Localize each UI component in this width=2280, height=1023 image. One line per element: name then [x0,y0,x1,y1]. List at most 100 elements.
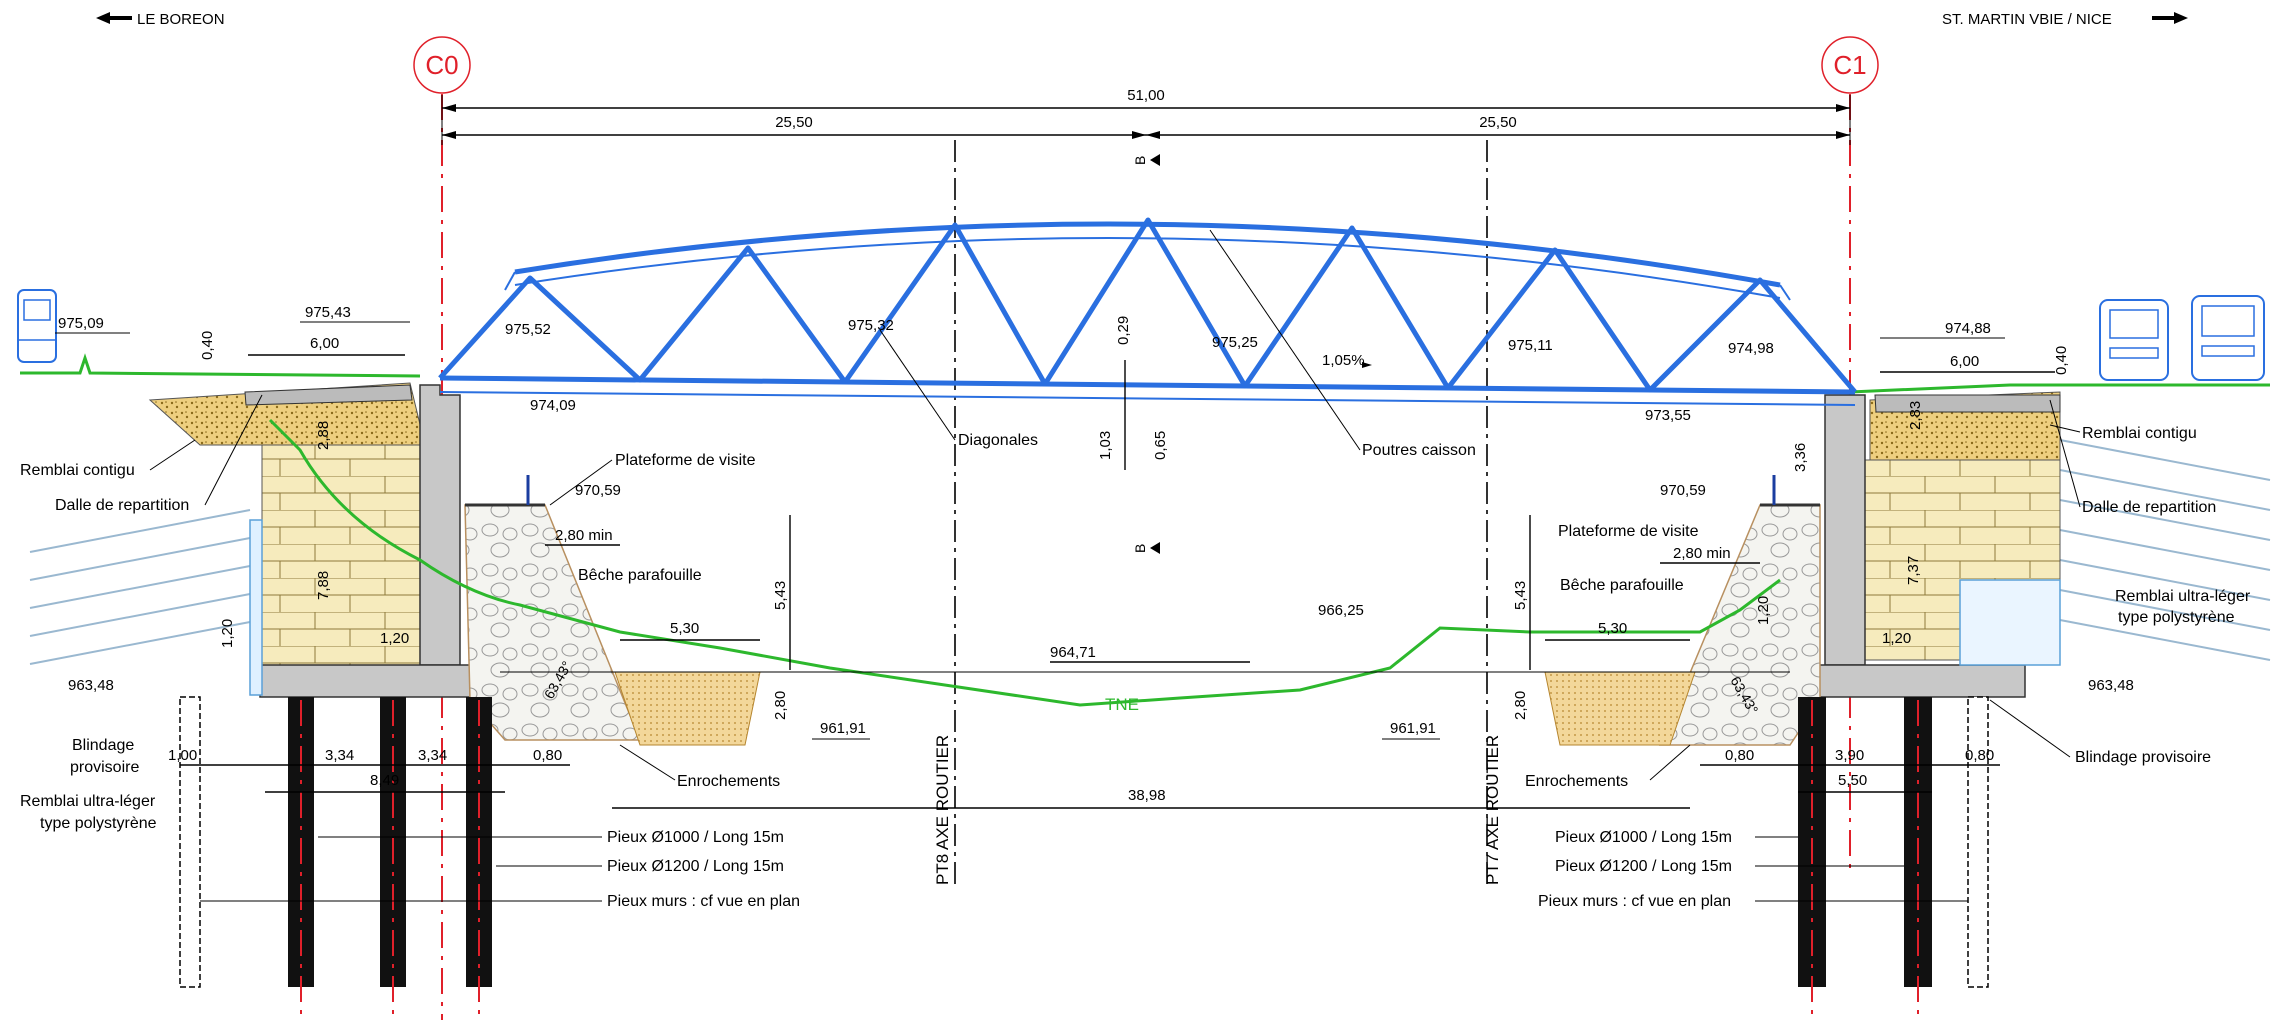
label-pieux1200-right: Pieux Ø1200 / Long 15m [1555,858,1732,875]
level-970-59-right: 970,59 [1660,482,1706,499]
pile-left-wall [179,696,201,988]
level-964-71: 964,71 [1050,644,1096,661]
brick-wall-left [261,444,431,666]
truss-deck-line [439,391,1856,406]
span-dimensions: 51,00 25,50 25,50 [441,87,1851,145]
dim-5-30-left: 5,30 [670,620,699,637]
section-mark-top: B [1132,154,1160,166]
tne-label: TNE [1105,695,1139,714]
label-remblai-contigu-right: Remblai contigu [2082,425,2197,442]
pt8-label: PT8 AXE ROUTIER [933,735,952,885]
truss-end-right [1779,284,1791,301]
dim-0-80-right-a: 0,80 [1725,747,1754,764]
level-975-25: 975,25 [1212,334,1258,351]
level-974-98: 974,98 [1728,340,1774,357]
label-remblai-contigu-left: Remblai contigu [20,462,135,479]
dim-0-29: 0,29 [1115,316,1132,345]
dim-0-40-right: 0,40 [2053,346,2070,375]
label-remblai-ul-right-2: type polystyrène [2118,609,2235,626]
bus-icon [17,289,57,363]
c0-circle [413,36,471,94]
rockfill-right [1658,504,1821,746]
dim-2-83: 2,83 [1907,401,1924,430]
ground-line-left-road [20,353,421,378]
dim-8-49: 8,49 [370,772,399,789]
truss-top-chord [514,221,1781,288]
dim-0-65: 0,65 [1152,431,1169,460]
label-blindage-left-1: Blindage [72,737,134,754]
ground-line-right-road [1849,383,2270,394]
truss-bridge [438,217,1857,406]
dim-38-98: 38,98 [1128,787,1166,804]
dim-0-80-right-b: 0,80 [1965,747,1994,764]
dim-1-20-left-h: 1,20 [380,630,409,647]
section-mark-bottom: B [1132,542,1160,554]
label-diagonales: Diagonales [958,432,1038,449]
level-975-09: 975,09 [58,315,104,332]
level-963-48-right: 963,48 [2088,677,2134,694]
left-abutment [148,382,761,1020]
level-labels: 975,09 975,43 975,52 975,32 975,25 975,1… [55,304,2134,740]
label-pieux-murs-right: Pieux murs : cf vue en plan [1538,893,1731,910]
bus-icon [2099,299,2169,381]
dim-1-00: 1,00 [168,747,197,764]
level-975-32: 975,32 [848,317,894,334]
section-arrow-icon [1150,542,1160,554]
level-975-11: 975,11 [1508,337,1553,354]
pt7-label: PT7 AXE ROUTIER [1483,735,1502,885]
dim-5-43-left: 5,43 [772,581,789,610]
polystyrene-block-left [249,519,263,696]
polystyrene-hatch-right [2059,439,2271,661]
abutment-wall-right [1824,394,1866,666]
bus-icon [2191,295,2265,381]
label-pieux1000-right: Pieux Ø1000 / Long 15m [1555,829,1732,846]
dim-half-right-label: 25,50 [1479,114,1517,131]
dim-1-20-left-v: 1,20 [219,619,236,648]
right-abutment [1544,391,2061,1020]
polystyrene-block-right [1959,579,2061,666]
dim-3-36: 3,36 [1792,443,1809,472]
dim-7-88: 7,88 [315,571,332,600]
label-remblai-ul-left-1: Remblai ultra-léger [20,793,156,810]
polystyrene-hatch-left [29,509,251,665]
truss-end-left [504,271,516,291]
leader-line [1649,744,1691,781]
leader-line [2049,399,2081,508]
dim-7-37: 7,37 [1905,556,1922,585]
dim-total-label: 51,00 [1127,87,1165,104]
level-970-59-left: 970,59 [575,482,621,499]
approach-slab-left [244,384,413,406]
label-plateforme-right: Plateforme de visite [1558,523,1699,540]
label-blindage-left-2: provisoire [70,759,139,776]
truss-diagonals [438,217,1857,394]
truss-bottom-chord [439,375,1856,395]
level-961-91-right: 961,91 [1390,720,1436,737]
dim-2-88: 2,88 [315,421,332,450]
enrochement-left [614,671,761,746]
dim-5-50: 5,50 [1838,772,1867,789]
dim-5-43-right: 5,43 [1512,581,1529,610]
pile-right-wall [1967,696,1989,988]
level-975-52: 975,52 [505,321,551,338]
arrow-left-icon [96,12,132,24]
label-pieux1200-left: Pieux Ø1200 / Long 15m [607,858,784,875]
label-enrochements-left: Enrochements [677,773,780,790]
dim-6-00-left: 6,00 [310,335,339,352]
label-plateforme-left: Plateforme de visite [615,452,756,469]
label-beche-right: Bêche parafouille [1560,577,1684,594]
level-973-55: 973,55 [1645,407,1691,424]
dim-3-90: 3,90 [1835,747,1864,764]
leader-line [2049,424,2081,433]
arrow-right-icon [2152,12,2188,24]
label-dalle-left: Dalle de repartition [55,497,189,514]
footing-right [1789,664,2026,698]
label-pieux-murs-left: Pieux murs : cf vue en plan [607,893,800,910]
tne-ground-line [268,418,1781,707]
dim-2-80min-right: 2,80 min [1673,545,1731,562]
dim-0-40-left: 0,40 [199,331,216,360]
footing-left [259,664,506,698]
section-mark-bottom-label: B [1132,544,1148,553]
leader-line [1989,699,2071,758]
section-mark-top-label: B [1132,156,1148,165]
